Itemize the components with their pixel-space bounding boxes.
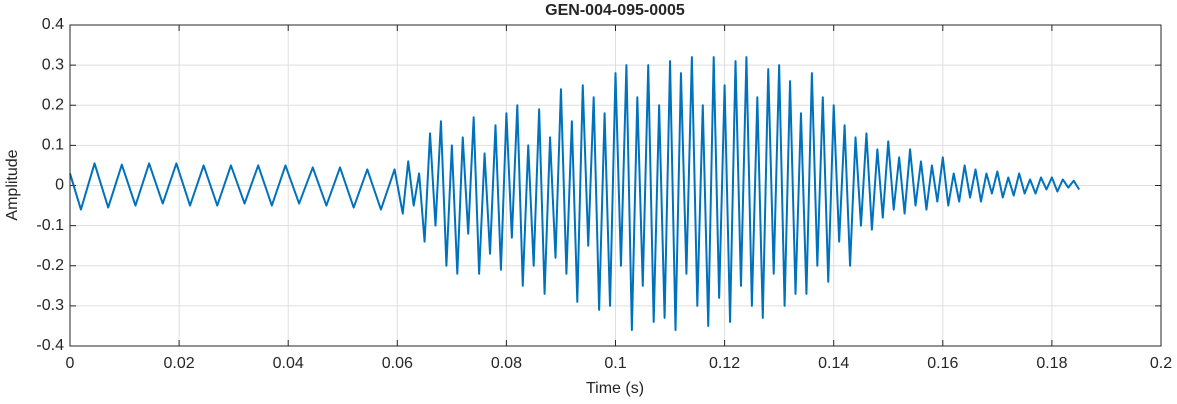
y-tick-label: 0.3 bbox=[42, 56, 64, 73]
axes-box bbox=[69, 24, 1162, 347]
y-axis-label: Amplitude bbox=[4, 149, 21, 220]
x-tick-label: 0 bbox=[66, 355, 75, 372]
y-tick-label: 0 bbox=[55, 177, 64, 194]
x-tick-label: 0.06 bbox=[382, 355, 413, 372]
x-tick-label: 0.08 bbox=[491, 355, 522, 372]
x-tick-label: 0.12 bbox=[709, 355, 740, 372]
x-tick-label: 0.04 bbox=[273, 355, 304, 372]
x-tick-label: 0.18 bbox=[1036, 355, 1067, 372]
y-tick-label: -0.4 bbox=[36, 337, 64, 354]
signal-line bbox=[69, 56, 1081, 331]
x-tick-label: 0.02 bbox=[164, 355, 195, 372]
y-tick-label: -0.1 bbox=[36, 217, 64, 234]
x-tick-label: 0.2 bbox=[1150, 355, 1172, 372]
x-axis-label: Time (s) bbox=[586, 380, 644, 397]
y-tick-label: 0.2 bbox=[42, 96, 64, 113]
chart-title: GEN-004-095-0005 bbox=[545, 2, 685, 19]
x-tick-label: 0.1 bbox=[604, 355, 626, 372]
y-tick-label: -0.2 bbox=[36, 257, 64, 274]
y-tick-label: 0.4 bbox=[42, 16, 64, 33]
x-tick-label: 0.14 bbox=[818, 355, 849, 372]
x-tick-label: 0.16 bbox=[927, 355, 958, 372]
y-tick-label: 0.1 bbox=[42, 137, 64, 154]
y-tick-label: -0.3 bbox=[36, 297, 64, 314]
